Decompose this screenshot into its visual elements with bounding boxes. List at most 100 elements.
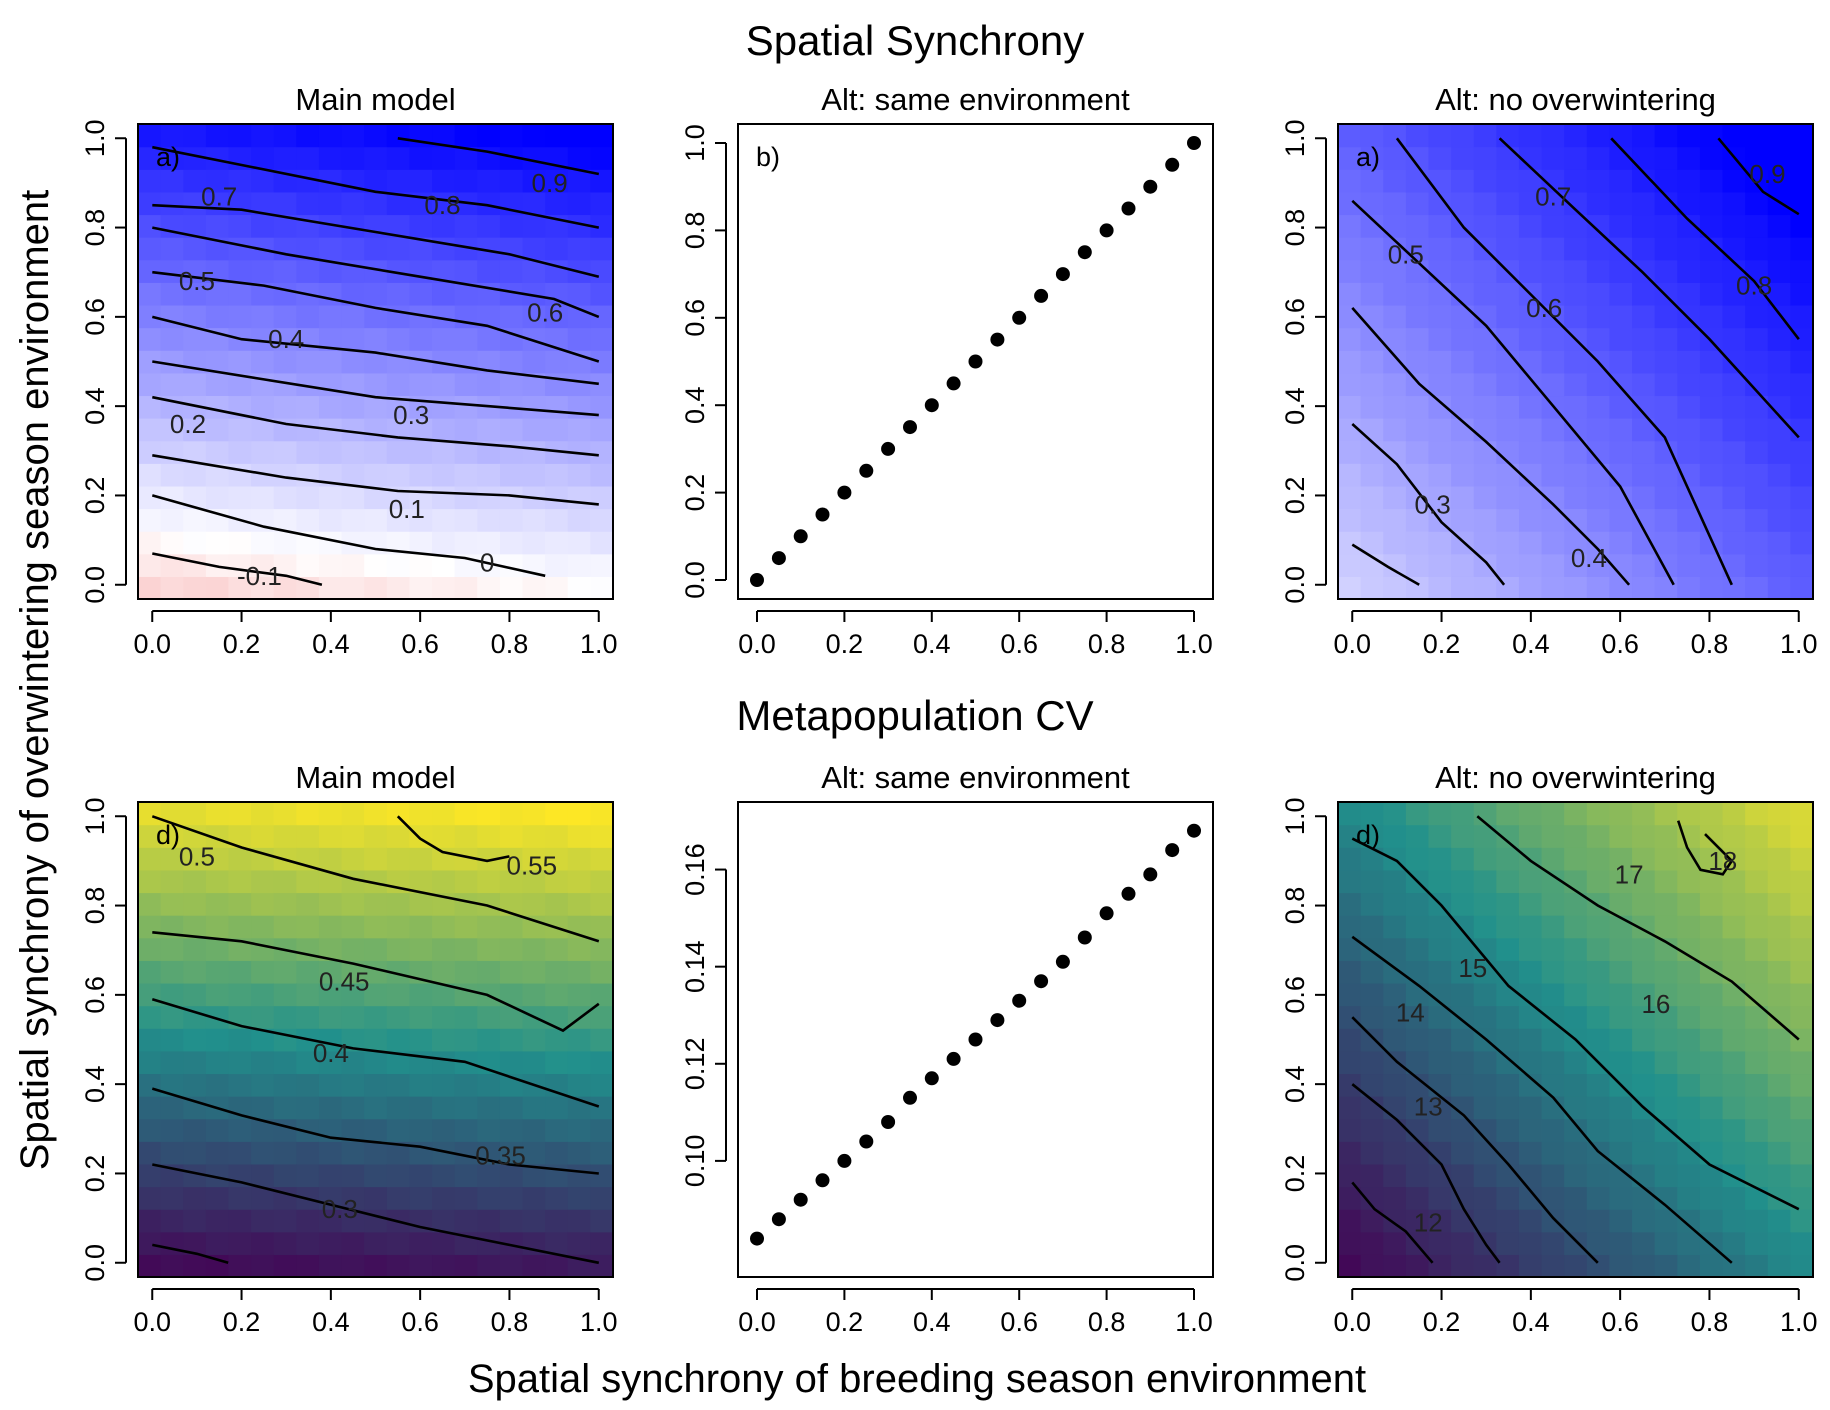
heatmap-cell bbox=[567, 214, 591, 238]
x-tick-label: 0.4 bbox=[913, 1307, 951, 1337]
heatmap-cell bbox=[545, 169, 569, 193]
heatmap-cell bbox=[1496, 418, 1520, 442]
x-tick-label: 0.2 bbox=[223, 1307, 261, 1337]
heatmap-cell bbox=[273, 915, 297, 939]
heatmap-cell bbox=[1632, 576, 1656, 600]
heatmap-cell bbox=[205, 1231, 230, 1255]
contour-line-13 bbox=[1351, 1083, 1501, 1264]
heatmap-cell bbox=[1451, 146, 1475, 170]
heatmap-cell bbox=[1790, 372, 1814, 397]
heatmap-cell bbox=[1496, 237, 1520, 261]
heatmap-cell bbox=[1745, 1163, 1769, 1188]
contour-label-0.1: 0.1 bbox=[389, 494, 425, 524]
heatmap-cell bbox=[409, 327, 433, 351]
heatmap-cell bbox=[522, 1028, 546, 1052]
heatmap-cell bbox=[1699, 237, 1724, 261]
heatmap-cell bbox=[454, 372, 478, 397]
heatmap-cell bbox=[545, 553, 569, 577]
heatmap-cell bbox=[1473, 395, 1497, 419]
heatmap-cell bbox=[1360, 915, 1384, 939]
heatmap-cell bbox=[590, 440, 614, 464]
heatmap-cell bbox=[545, 1050, 569, 1075]
heatmap-cell bbox=[341, 463, 365, 487]
heatmap-cell bbox=[522, 508, 546, 532]
heatmap-cell bbox=[454, 463, 478, 487]
heatmap-cell bbox=[1767, 1163, 1791, 1188]
heatmap-cell bbox=[590, 892, 614, 916]
heatmap-cell bbox=[364, 395, 388, 419]
heatmap-cell bbox=[1564, 395, 1588, 419]
heatmap-cell bbox=[567, 485, 591, 510]
heatmap-cell bbox=[1405, 372, 1430, 397]
heatmap-cell bbox=[1428, 847, 1452, 871]
heatmap-cell bbox=[296, 1096, 320, 1120]
heatmap-cell bbox=[454, 1141, 478, 1165]
heatmap-cell bbox=[1338, 1118, 1362, 1142]
heatmap-cell bbox=[1473, 937, 1497, 961]
heatmap-cell bbox=[454, 1005, 478, 1029]
heatmap-cell bbox=[318, 824, 343, 848]
heatmap-cell bbox=[545, 869, 569, 894]
scatter-point bbox=[1143, 179, 1158, 194]
heatmap-cell bbox=[522, 395, 546, 419]
heatmap-cell bbox=[1609, 169, 1633, 193]
heatmap-cell bbox=[364, 304, 388, 329]
heatmap-cell bbox=[386, 1050, 411, 1075]
heatmap-cell bbox=[1609, 191, 1633, 216]
heatmap-cell bbox=[1586, 485, 1611, 510]
heatmap-cell bbox=[1518, 418, 1543, 442]
scatter-point bbox=[1012, 310, 1027, 325]
heatmap-cell bbox=[1586, 892, 1611, 916]
heatmap-cell bbox=[296, 982, 320, 1007]
heatmap-cell bbox=[160, 892, 184, 916]
heatmap-cell bbox=[590, 1118, 614, 1142]
heatmap-cell bbox=[273, 1028, 297, 1052]
heatmap-cell bbox=[183, 1209, 207, 1233]
heatmap-cell bbox=[1541, 1028, 1565, 1052]
heatmap-cell bbox=[1609, 1254, 1633, 1278]
heatmap-cell bbox=[1496, 191, 1520, 216]
heatmap-cell bbox=[409, 372, 433, 397]
heatmap-cell bbox=[386, 576, 411, 600]
heatmap-cell bbox=[1338, 1028, 1362, 1052]
heatmap-cell bbox=[341, 915, 365, 939]
heatmap-cell bbox=[251, 1050, 275, 1075]
heatmap-cell bbox=[432, 915, 456, 939]
heatmap-cell bbox=[1767, 237, 1791, 261]
heatmap-cell bbox=[1338, 395, 1362, 419]
heatmap-cell bbox=[1790, 440, 1814, 464]
heatmap-cell bbox=[183, 937, 207, 961]
heatmap-cell bbox=[454, 960, 478, 984]
heatmap-cell bbox=[1586, 531, 1611, 555]
heatmap-cell bbox=[1654, 960, 1678, 984]
heatmap-cell bbox=[1338, 869, 1362, 894]
heatmap-cell bbox=[1767, 937, 1791, 961]
heatmap-cell bbox=[1564, 1096, 1588, 1120]
heatmap-cell bbox=[296, 869, 320, 894]
y-tick-label: 0.6 bbox=[80, 298, 110, 336]
heatmap-cell bbox=[432, 553, 456, 577]
heatmap-cell bbox=[138, 418, 162, 442]
y-tick-label: 0.12 bbox=[680, 1038, 710, 1091]
heatmap-cell bbox=[1586, 1005, 1611, 1029]
heatmap-cell bbox=[454, 824, 478, 848]
contour-label-14: 14 bbox=[1396, 998, 1425, 1028]
heatmap-cell bbox=[1699, 191, 1724, 216]
heatmap-cell bbox=[1654, 146, 1678, 170]
heatmap-cell bbox=[138, 485, 162, 510]
heatmap-cell bbox=[386, 372, 411, 397]
heatmap-cell bbox=[228, 802, 252, 826]
heatmap-cell bbox=[1654, 915, 1678, 939]
heatmap-cell bbox=[1518, 440, 1543, 464]
heatmap-cell bbox=[454, 892, 478, 916]
heatmap-cell bbox=[1609, 418, 1633, 442]
heatmap-cell bbox=[1699, 259, 1724, 283]
heatmap-cell bbox=[1383, 169, 1407, 193]
contour-line-0.1 bbox=[152, 454, 599, 506]
contour-line-0.5 bbox=[152, 270, 600, 363]
heatmap-cell bbox=[1745, 508, 1769, 532]
heatmap-cell bbox=[522, 802, 546, 826]
heatmap-cell bbox=[273, 304, 297, 329]
heatmap-cell bbox=[590, 1231, 614, 1255]
contour-label-18: 18 bbox=[1708, 846, 1737, 876]
